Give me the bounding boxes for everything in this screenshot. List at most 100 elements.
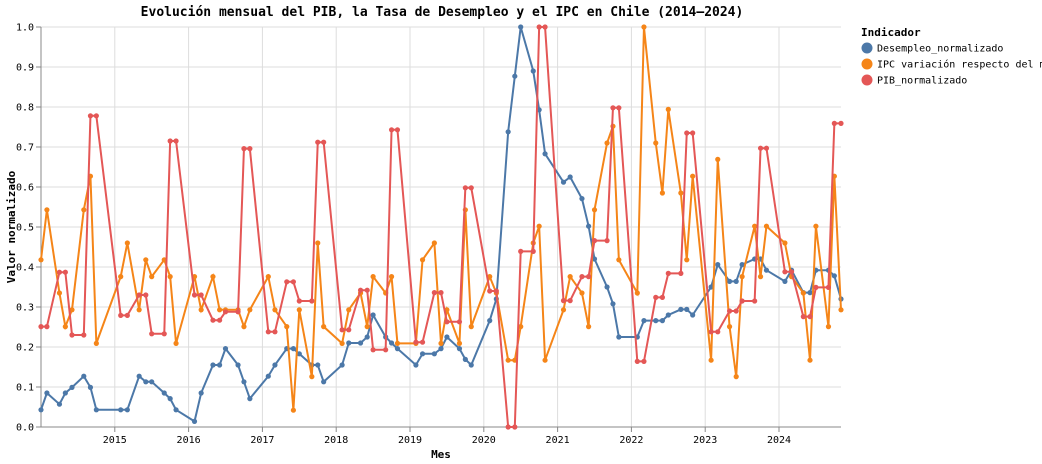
data-point bbox=[143, 292, 149, 298]
data-point bbox=[38, 407, 44, 413]
data-point bbox=[210, 274, 216, 280]
data-point bbox=[591, 256, 598, 262]
data-point bbox=[357, 340, 364, 346]
data-point bbox=[634, 358, 640, 364]
data-point bbox=[149, 379, 155, 385]
data-point bbox=[586, 324, 592, 330]
data-point bbox=[357, 287, 364, 293]
data-point bbox=[296, 307, 302, 313]
data-point bbox=[726, 308, 733, 314]
data-point bbox=[339, 327, 345, 333]
x-tick-label: 2021 bbox=[546, 435, 570, 446]
data-point bbox=[62, 390, 68, 396]
data-point bbox=[579, 290, 585, 296]
data-point bbox=[616, 257, 622, 263]
data-point bbox=[807, 314, 813, 320]
data-point bbox=[69, 307, 75, 313]
data-point bbox=[438, 290, 444, 296]
axes: 0.0 0.1 0.2 0.3 0.4 0.5 0.6 0.7 0.8 0.9 1.0 2015 201… bbox=[16, 23, 841, 446]
data-point bbox=[518, 24, 524, 30]
data-point bbox=[118, 312, 124, 318]
data-point bbox=[136, 307, 142, 313]
data-point bbox=[690, 130, 696, 136]
data-point bbox=[290, 346, 296, 352]
data-point bbox=[690, 173, 696, 179]
data-point bbox=[222, 309, 229, 315]
data-point bbox=[241, 324, 247, 330]
data-point bbox=[81, 373, 87, 379]
data-point bbox=[505, 129, 511, 135]
data-point bbox=[456, 340, 463, 346]
data-point bbox=[216, 317, 223, 323]
data-point bbox=[167, 138, 173, 144]
data-point bbox=[800, 290, 806, 296]
data-point bbox=[733, 374, 739, 380]
data-point bbox=[604, 284, 610, 290]
data-point bbox=[272, 362, 278, 368]
y-tick-label: 0.3 bbox=[16, 303, 34, 314]
data-point bbox=[788, 269, 795, 275]
data-point bbox=[346, 307, 352, 313]
data-point bbox=[198, 307, 204, 313]
data-point bbox=[763, 267, 770, 273]
data-point bbox=[87, 113, 94, 119]
data-point bbox=[315, 240, 321, 246]
data-point bbox=[462, 185, 468, 191]
data-point bbox=[438, 340, 444, 346]
data-point bbox=[456, 346, 463, 352]
data-point bbox=[665, 270, 671, 276]
data-point bbox=[419, 257, 426, 263]
data-point bbox=[752, 223, 758, 229]
data-point bbox=[136, 373, 142, 379]
data-point bbox=[659, 294, 666, 300]
data-point bbox=[272, 307, 278, 313]
data-point bbox=[167, 274, 173, 280]
data-point bbox=[444, 334, 450, 340]
x-tick-label: 2023 bbox=[693, 435, 717, 446]
data-point bbox=[752, 298, 758, 304]
data-point bbox=[831, 273, 837, 279]
data-point bbox=[419, 351, 426, 357]
x-tick-label: 2017 bbox=[250, 435, 274, 446]
data-point bbox=[149, 331, 155, 337]
data-point bbox=[370, 347, 376, 353]
data-point bbox=[241, 146, 247, 152]
legend-label: IPC variación respecto del mes anterior bbox=[877, 59, 1042, 71]
data-point bbox=[173, 340, 179, 346]
legend-swatch bbox=[861, 42, 873, 54]
data-point bbox=[518, 324, 524, 330]
y-tick-label: 0.5 bbox=[16, 223, 34, 234]
data-point bbox=[487, 318, 493, 324]
data-point bbox=[56, 290, 63, 296]
data-point bbox=[265, 373, 271, 379]
data-point bbox=[708, 357, 714, 363]
data-point bbox=[149, 274, 155, 280]
data-point bbox=[118, 274, 124, 280]
data-point bbox=[726, 324, 733, 330]
data-point bbox=[782, 240, 788, 246]
data-point bbox=[659, 190, 666, 196]
legend-swatch bbox=[861, 74, 873, 86]
data-point bbox=[93, 113, 99, 119]
data-point bbox=[604, 140, 610, 146]
data-point bbox=[62, 324, 68, 330]
data-point bbox=[394, 127, 401, 133]
data-point bbox=[739, 298, 745, 304]
data-point bbox=[173, 138, 179, 144]
data-point bbox=[161, 390, 167, 396]
data-point bbox=[198, 292, 204, 298]
data-point bbox=[56, 269, 63, 275]
data-point bbox=[124, 312, 130, 318]
legend: Indicador Desempleo_normalizado IPC varia… bbox=[861, 26, 1042, 87]
data-point bbox=[567, 174, 573, 180]
data-point bbox=[235, 362, 241, 368]
data-point bbox=[825, 284, 832, 290]
data-point bbox=[536, 24, 542, 30]
data-point bbox=[579, 196, 585, 202]
data-point bbox=[419, 339, 426, 345]
data-point bbox=[44, 390, 50, 396]
data-point bbox=[739, 262, 745, 268]
series-1 bbox=[38, 24, 844, 413]
data-point bbox=[518, 248, 524, 254]
